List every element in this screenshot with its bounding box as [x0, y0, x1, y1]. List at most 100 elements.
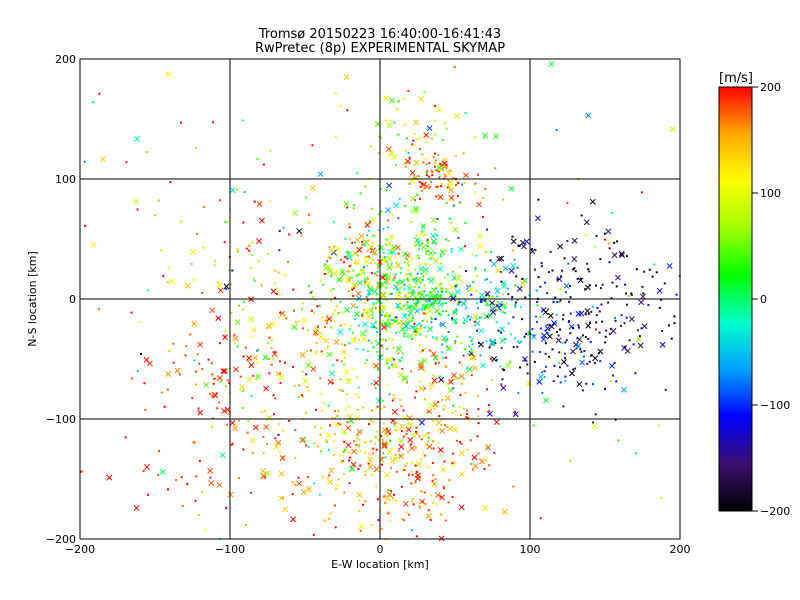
data-point-dot [434, 478, 437, 481]
data-point-dot [351, 331, 354, 334]
data-point-dot [334, 92, 337, 95]
data-point-dot [229, 283, 232, 286]
data-point-dot [587, 312, 590, 315]
data-point-dot [467, 315, 470, 318]
data-point-dot [559, 328, 562, 331]
data-point-dot [167, 266, 170, 269]
data-point-x [292, 209, 298, 216]
data-point-dot [356, 172, 359, 175]
data-point-dot [563, 257, 566, 260]
data-point-dot [513, 337, 516, 340]
data-point-dot [477, 395, 480, 398]
data-point-dot [514, 305, 517, 308]
data-point-dot [405, 328, 408, 331]
data-point-x [419, 498, 426, 505]
data-point-dot [425, 335, 428, 338]
data-point-dot [605, 329, 608, 332]
data-point-x [266, 414, 273, 421]
data-point-x [238, 384, 245, 391]
data-point-dot [358, 443, 361, 446]
data-point-x [396, 319, 403, 326]
data-point-dot [348, 276, 351, 279]
data-point-dot [282, 430, 285, 433]
data-point-x [229, 187, 236, 194]
data-point-dot [309, 291, 312, 294]
data-point-dot [341, 389, 344, 392]
data-point-dot [307, 446, 310, 449]
data-point-dot [489, 259, 492, 262]
data-point-dot [544, 329, 547, 332]
data-point-x [333, 339, 340, 346]
data-point-dot [526, 372, 529, 375]
data-point-dot [376, 274, 379, 277]
data-point-x [628, 316, 635, 323]
data-point-dot [452, 198, 455, 201]
data-point-dot [193, 441, 196, 444]
data-point-x [358, 523, 365, 530]
data-point-dot [496, 308, 499, 311]
data-point-dot [452, 452, 455, 455]
data-point-dot [627, 294, 630, 297]
data-point-dot [373, 326, 376, 329]
data-point-x [279, 455, 286, 461]
data-point-dot [282, 316, 285, 319]
plot-frame [79, 58, 681, 540]
data-point-dot [477, 452, 480, 455]
data-point-dot [454, 409, 457, 412]
data-point-dot [228, 269, 231, 272]
data-point-dot [382, 353, 385, 356]
data-point-dot [358, 438, 361, 441]
data-point-dot [243, 299, 246, 302]
data-point-dot [614, 319, 617, 322]
data-point-dot [588, 360, 591, 363]
data-point-dot [321, 475, 324, 478]
data-point-dot [396, 429, 399, 432]
data-point-dot [409, 308, 412, 311]
data-point-dot [319, 393, 322, 396]
data-point-dot [178, 373, 181, 376]
data-point-dot [506, 287, 509, 290]
data-point-dot [234, 341, 237, 344]
data-point-dot [411, 290, 414, 293]
data-point-dot [418, 137, 421, 140]
data-point-dot [353, 261, 356, 264]
data-point-dot [376, 270, 379, 273]
data-point-x [216, 375, 223, 381]
data-point-dot [97, 308, 100, 311]
data-point-dot [153, 214, 156, 217]
data-point-dot [444, 423, 447, 426]
data-point-dot [383, 322, 386, 325]
data-point-dot [292, 365, 295, 368]
data-point-x [354, 415, 361, 422]
data-point-dot [306, 386, 309, 389]
data-point-dot [414, 334, 417, 337]
data-point-dot [269, 149, 272, 152]
data-point-dot [395, 291, 398, 294]
data-point-dot [380, 463, 383, 466]
data-point-dot [418, 475, 421, 478]
data-point-dot [233, 333, 236, 336]
data-point-dot [499, 331, 502, 334]
data-point-dot [468, 286, 471, 289]
data-point-dot [336, 484, 339, 487]
data-point-x [221, 368, 228, 375]
data-point-x [379, 274, 386, 281]
data-point-dot [464, 222, 467, 225]
data-point-x [422, 303, 428, 310]
data-point-dot [363, 265, 366, 268]
data-point-dot [307, 213, 310, 216]
data-point-dot [241, 119, 244, 122]
data-point-dot [416, 272, 419, 275]
data-point-dot [439, 169, 442, 172]
data-point-dot [500, 303, 503, 306]
data-point-dot [657, 424, 660, 427]
data-point-x [363, 258, 370, 265]
data-point-dot [394, 273, 397, 276]
data-point-dot [291, 481, 294, 484]
data-point-x [519, 280, 526, 287]
data-point-dot [623, 345, 626, 348]
data-point-dot [226, 379, 229, 382]
data-point-dot [405, 462, 408, 465]
data-point-dot [558, 351, 561, 354]
data-point-dot [572, 268, 575, 271]
